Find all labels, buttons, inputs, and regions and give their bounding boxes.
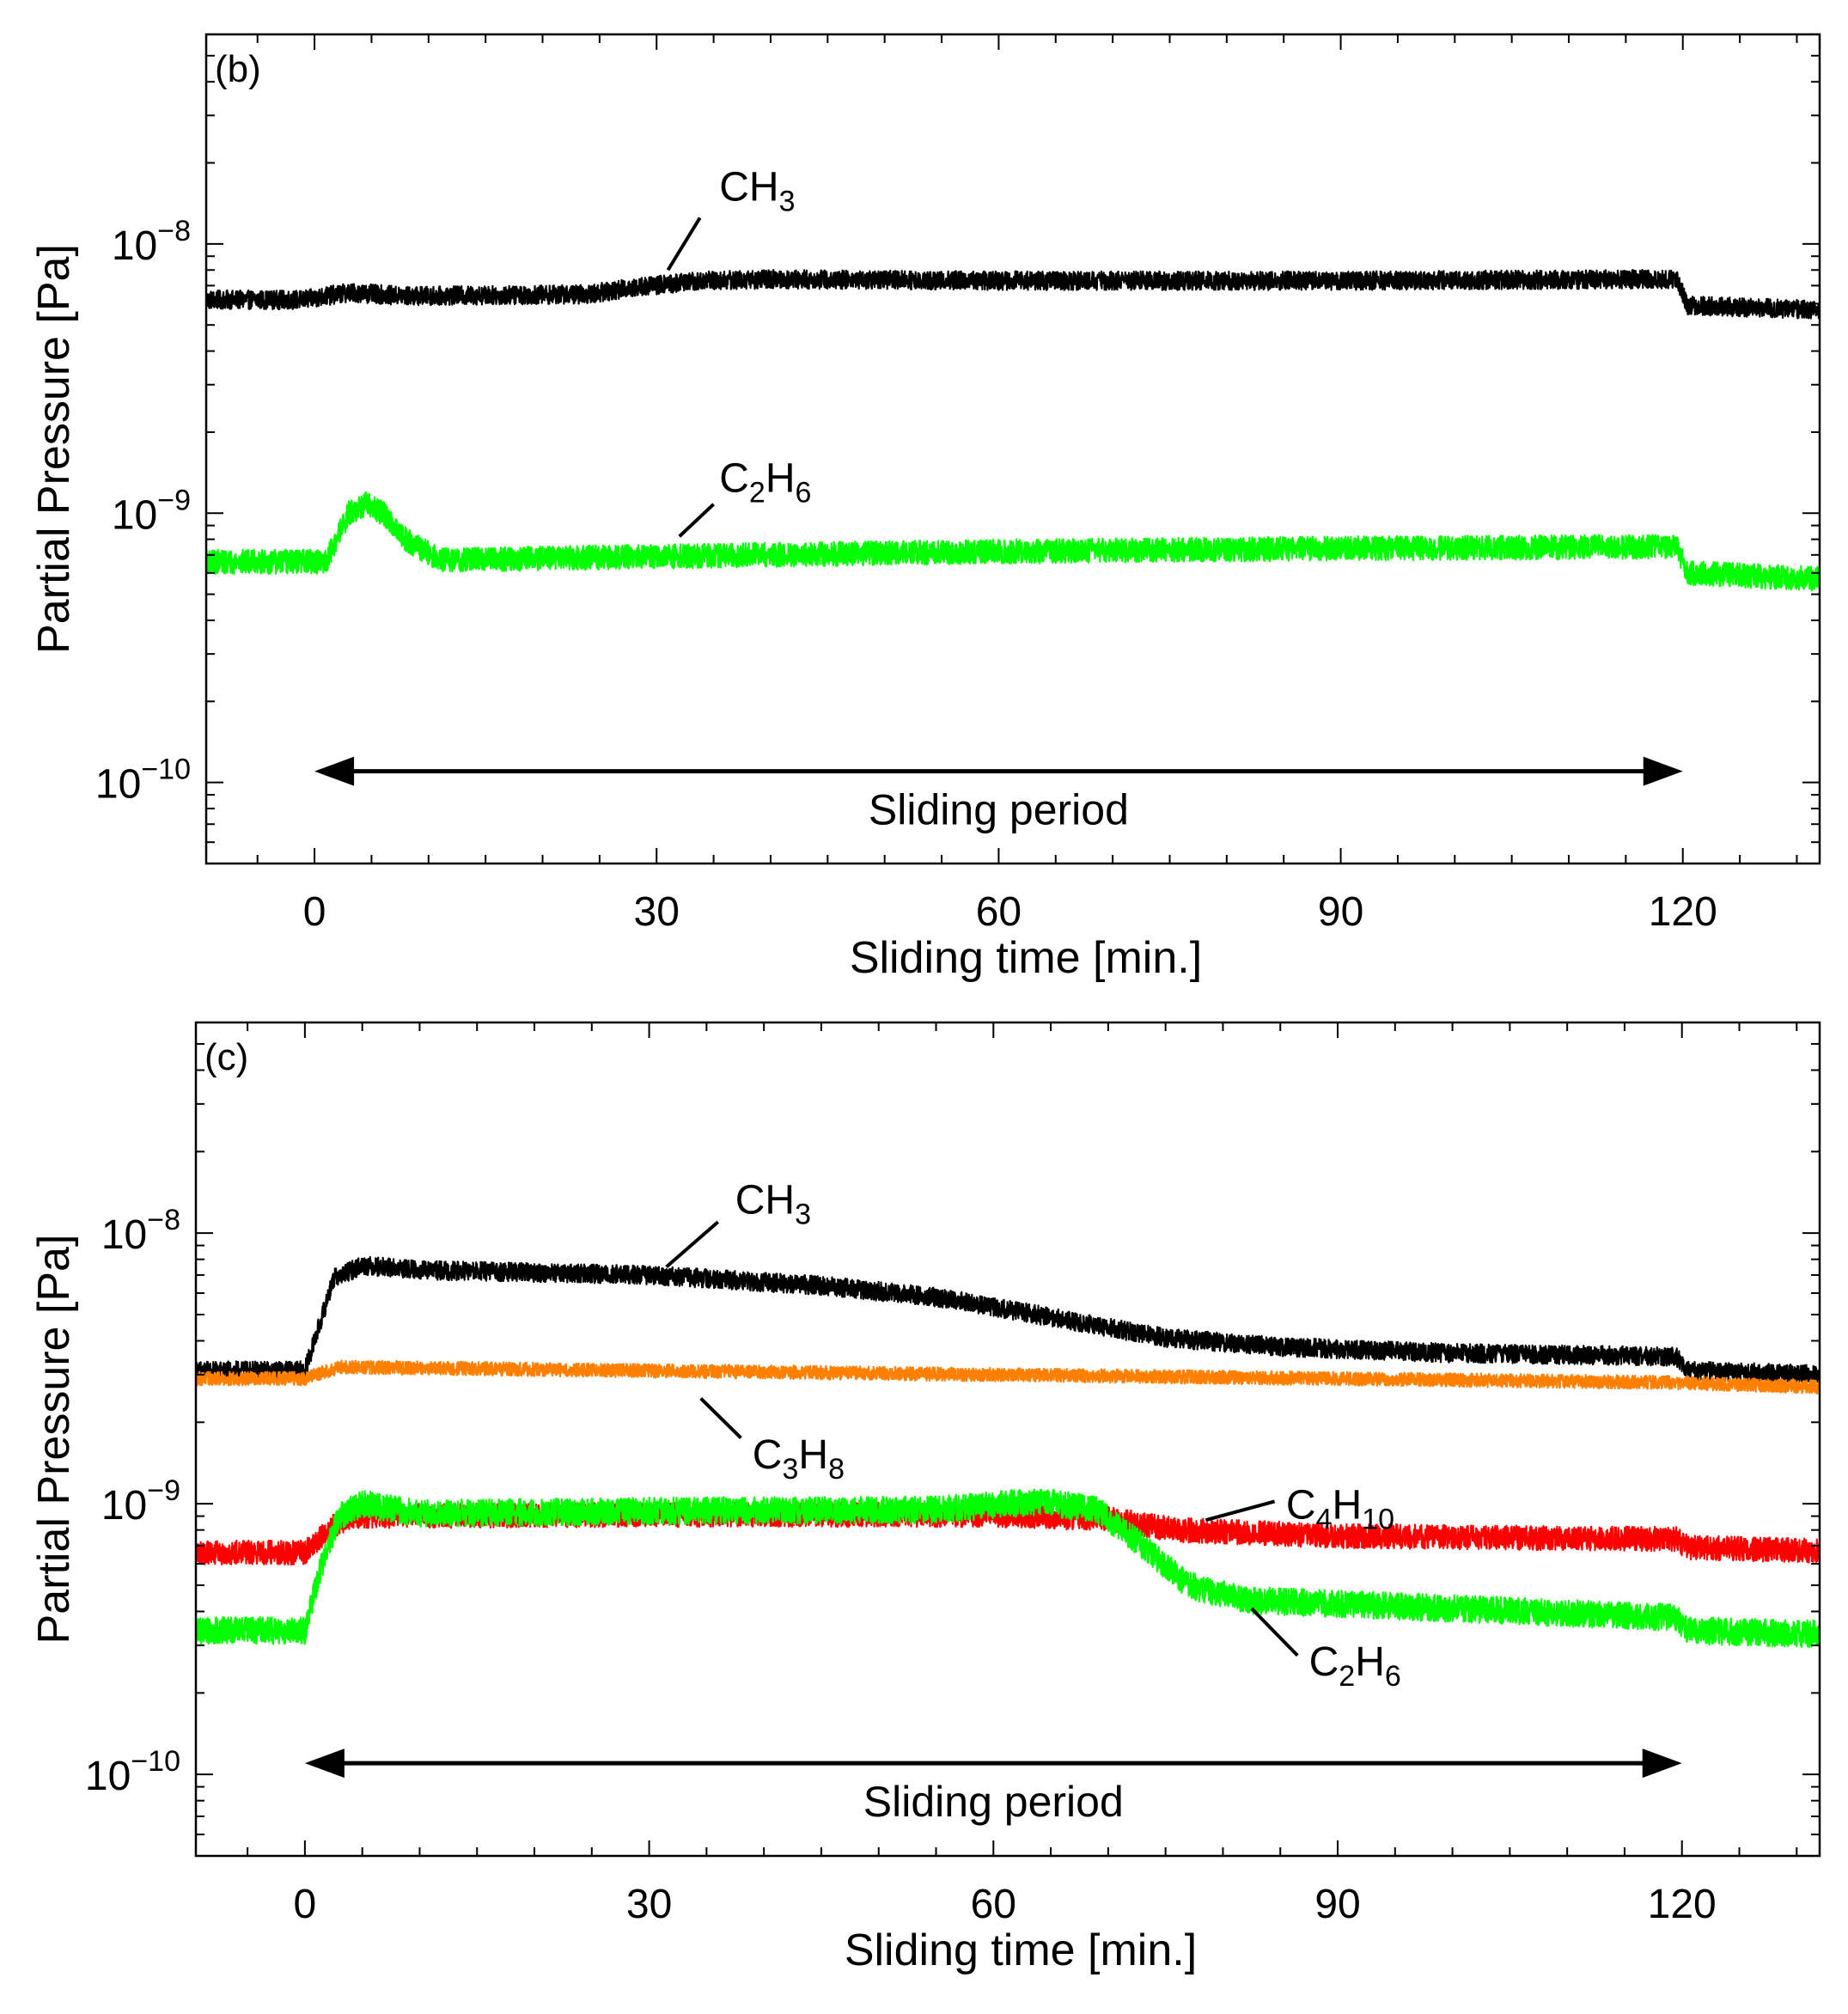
panel-c-ytick-label: 10−8 <box>101 1204 180 1258</box>
panel-b-series-group <box>206 269 1820 592</box>
panel-c-c4h10-label-sub1: 4 <box>1316 1504 1333 1536</box>
panel-c-series-c2h6-line <box>196 1488 1820 1649</box>
panel-b-xtick-label: 90 <box>1318 889 1363 935</box>
panel-b-ytick-label: 10−10 <box>95 754 191 808</box>
panel-b-ytick-label: 10−8 <box>112 215 191 269</box>
panel-b-label: (b) <box>215 48 261 90</box>
panel-c-series-group <box>196 1255 1820 1649</box>
panel-c-c3h8-label: C3H8 <box>753 1432 845 1486</box>
panel-b-ch3-label-sub: 3 <box>779 185 796 217</box>
panel-c-xtick-label: 90 <box>1314 1882 1360 1927</box>
panel-b-series-ch3-line <box>206 269 1820 320</box>
panel-c-ytick-base: 10 <box>85 1754 131 1799</box>
panel-b-arrow-head-right <box>1643 756 1683 786</box>
panel-b-xtick-label: 60 <box>976 889 1022 935</box>
panel-b-ch3-label: CH3 <box>719 164 795 217</box>
panel-c-ytick-base: 10 <box>101 1483 147 1529</box>
panel-c-y-axis-title: Partial Pressure [Pa] <box>29 1235 79 1645</box>
panel-b-ytick-exponent: −10 <box>141 754 191 786</box>
panel-c-label: (c) <box>204 1036 248 1078</box>
panel-c-ch3-label-base: CH <box>735 1177 795 1223</box>
panel-b-xtick-label: 120 <box>1649 889 1717 935</box>
panel-c-xtick-label: 0 <box>294 1882 317 1927</box>
panel-c-sliding-period-label: Sliding period <box>863 1778 1124 1826</box>
panel-c-ch3-label-sub: 3 <box>795 1198 811 1230</box>
panel-c-c4h10-label-sub: 10 <box>1362 1504 1394 1536</box>
panel-b-ytick-base: 10 <box>112 223 157 269</box>
panel-b-ytick-label: 10−9 <box>112 484 191 538</box>
panel-b-c2h6-label-sub: 6 <box>796 476 812 509</box>
panel-b-series-c2h6-line <box>206 491 1820 592</box>
panel-c-ytick-label: 10−9 <box>101 1474 180 1529</box>
panel-c-arrow-head-left <box>304 1749 345 1779</box>
panel-c-c2h6-label: C2H6 <box>1309 1639 1401 1693</box>
panel-c-xtick-label: 30 <box>626 1882 672 1927</box>
panel-c-xtick-label: 120 <box>1648 1882 1717 1927</box>
panel-c-c3h8-label-base: C <box>753 1432 783 1478</box>
panel-c-c4h10-label: C4H10 <box>1286 1483 1394 1536</box>
panel-c-c4h10-label-base2: H <box>1332 1483 1362 1529</box>
panel-b-ch3-label-base: CH <box>719 164 778 210</box>
panel-c-c4h10-label-base: C <box>1286 1483 1316 1529</box>
panel-b-c2h6-label: C2H6 <box>719 455 811 509</box>
panel-b-xtick-label: 30 <box>634 889 680 935</box>
panel-c-ytick-exponent: −9 <box>147 1474 180 1507</box>
panel-c-ytick-exponent: −10 <box>131 1745 180 1778</box>
panel-c-ytick-exponent: −8 <box>147 1204 180 1236</box>
panel-c-series-ch3-line <box>196 1255 1820 1385</box>
panel-c-plot-frame <box>194 1021 1821 1858</box>
panel-c-ch3-leader-line <box>665 1220 720 1268</box>
panel-b-y-axis-title: Partial Pressure [Pa] <box>29 244 79 654</box>
panel-c-c3h8-label-sub: 8 <box>828 1453 845 1486</box>
panel-c-c3h8-label-base2: H <box>798 1432 828 1478</box>
panel-b-sliding-period-label: Sliding period <box>869 786 1129 834</box>
panel-c-c2h6-label-base: C <box>1309 1639 1339 1685</box>
panel-c-c2h6-label-sub: 6 <box>1385 1660 1401 1693</box>
panel-b-c2h6-label-sub1: 2 <box>749 476 765 509</box>
panel-b-c2h6-leader-line <box>678 503 715 538</box>
panel-c-ch3-label: CH3 <box>735 1177 811 1230</box>
panel-b-sliding-period-arrow <box>314 756 1683 786</box>
panel-c-xtick-label: 60 <box>971 1882 1016 1927</box>
panel-b-x-axis-title: Sliding time [min.] <box>850 933 1202 983</box>
panel-c-series-c3h8-line <box>196 1359 1820 1395</box>
panel-c-c3h8-label-sub1: 3 <box>782 1453 798 1486</box>
panel-c-ytick-label: 10−10 <box>85 1745 180 1799</box>
panel-b-ytick-base: 10 <box>95 762 141 808</box>
panel-b-c2h6-label-base2: H <box>765 455 796 501</box>
panel-c-c4h10-leader-line <box>1205 1499 1276 1523</box>
panel-c-c3h8-leader-line <box>699 1397 742 1440</box>
panel-c-ytick-base: 10 <box>101 1212 147 1258</box>
panel-c-sliding-period-arrow <box>304 1749 1682 1779</box>
panel-c-x-axis-title: Sliding time [min.] <box>845 1926 1197 1975</box>
panel-b-c2h6-label-base: C <box>719 455 749 501</box>
panel-c-c2h6-leader-line <box>1250 1607 1299 1657</box>
panel-b-plot-frame <box>204 33 1821 865</box>
panel-c-arrow-head-right <box>1642 1749 1682 1779</box>
panel-b-ytick-base: 10 <box>112 492 157 538</box>
panel-b-ch3-leader-line <box>666 217 702 272</box>
panel-b-xtick-label: 0 <box>303 889 326 935</box>
panel-b-arrow-head-left <box>314 756 355 786</box>
panel-b-ytick-exponent: −8 <box>157 215 191 247</box>
panel-b-ytick-exponent: −9 <box>157 484 191 516</box>
panel-c-c2h6-label-base2: H <box>1355 1639 1385 1685</box>
panel-c-c2h6-label-sub1: 2 <box>1339 1660 1355 1693</box>
